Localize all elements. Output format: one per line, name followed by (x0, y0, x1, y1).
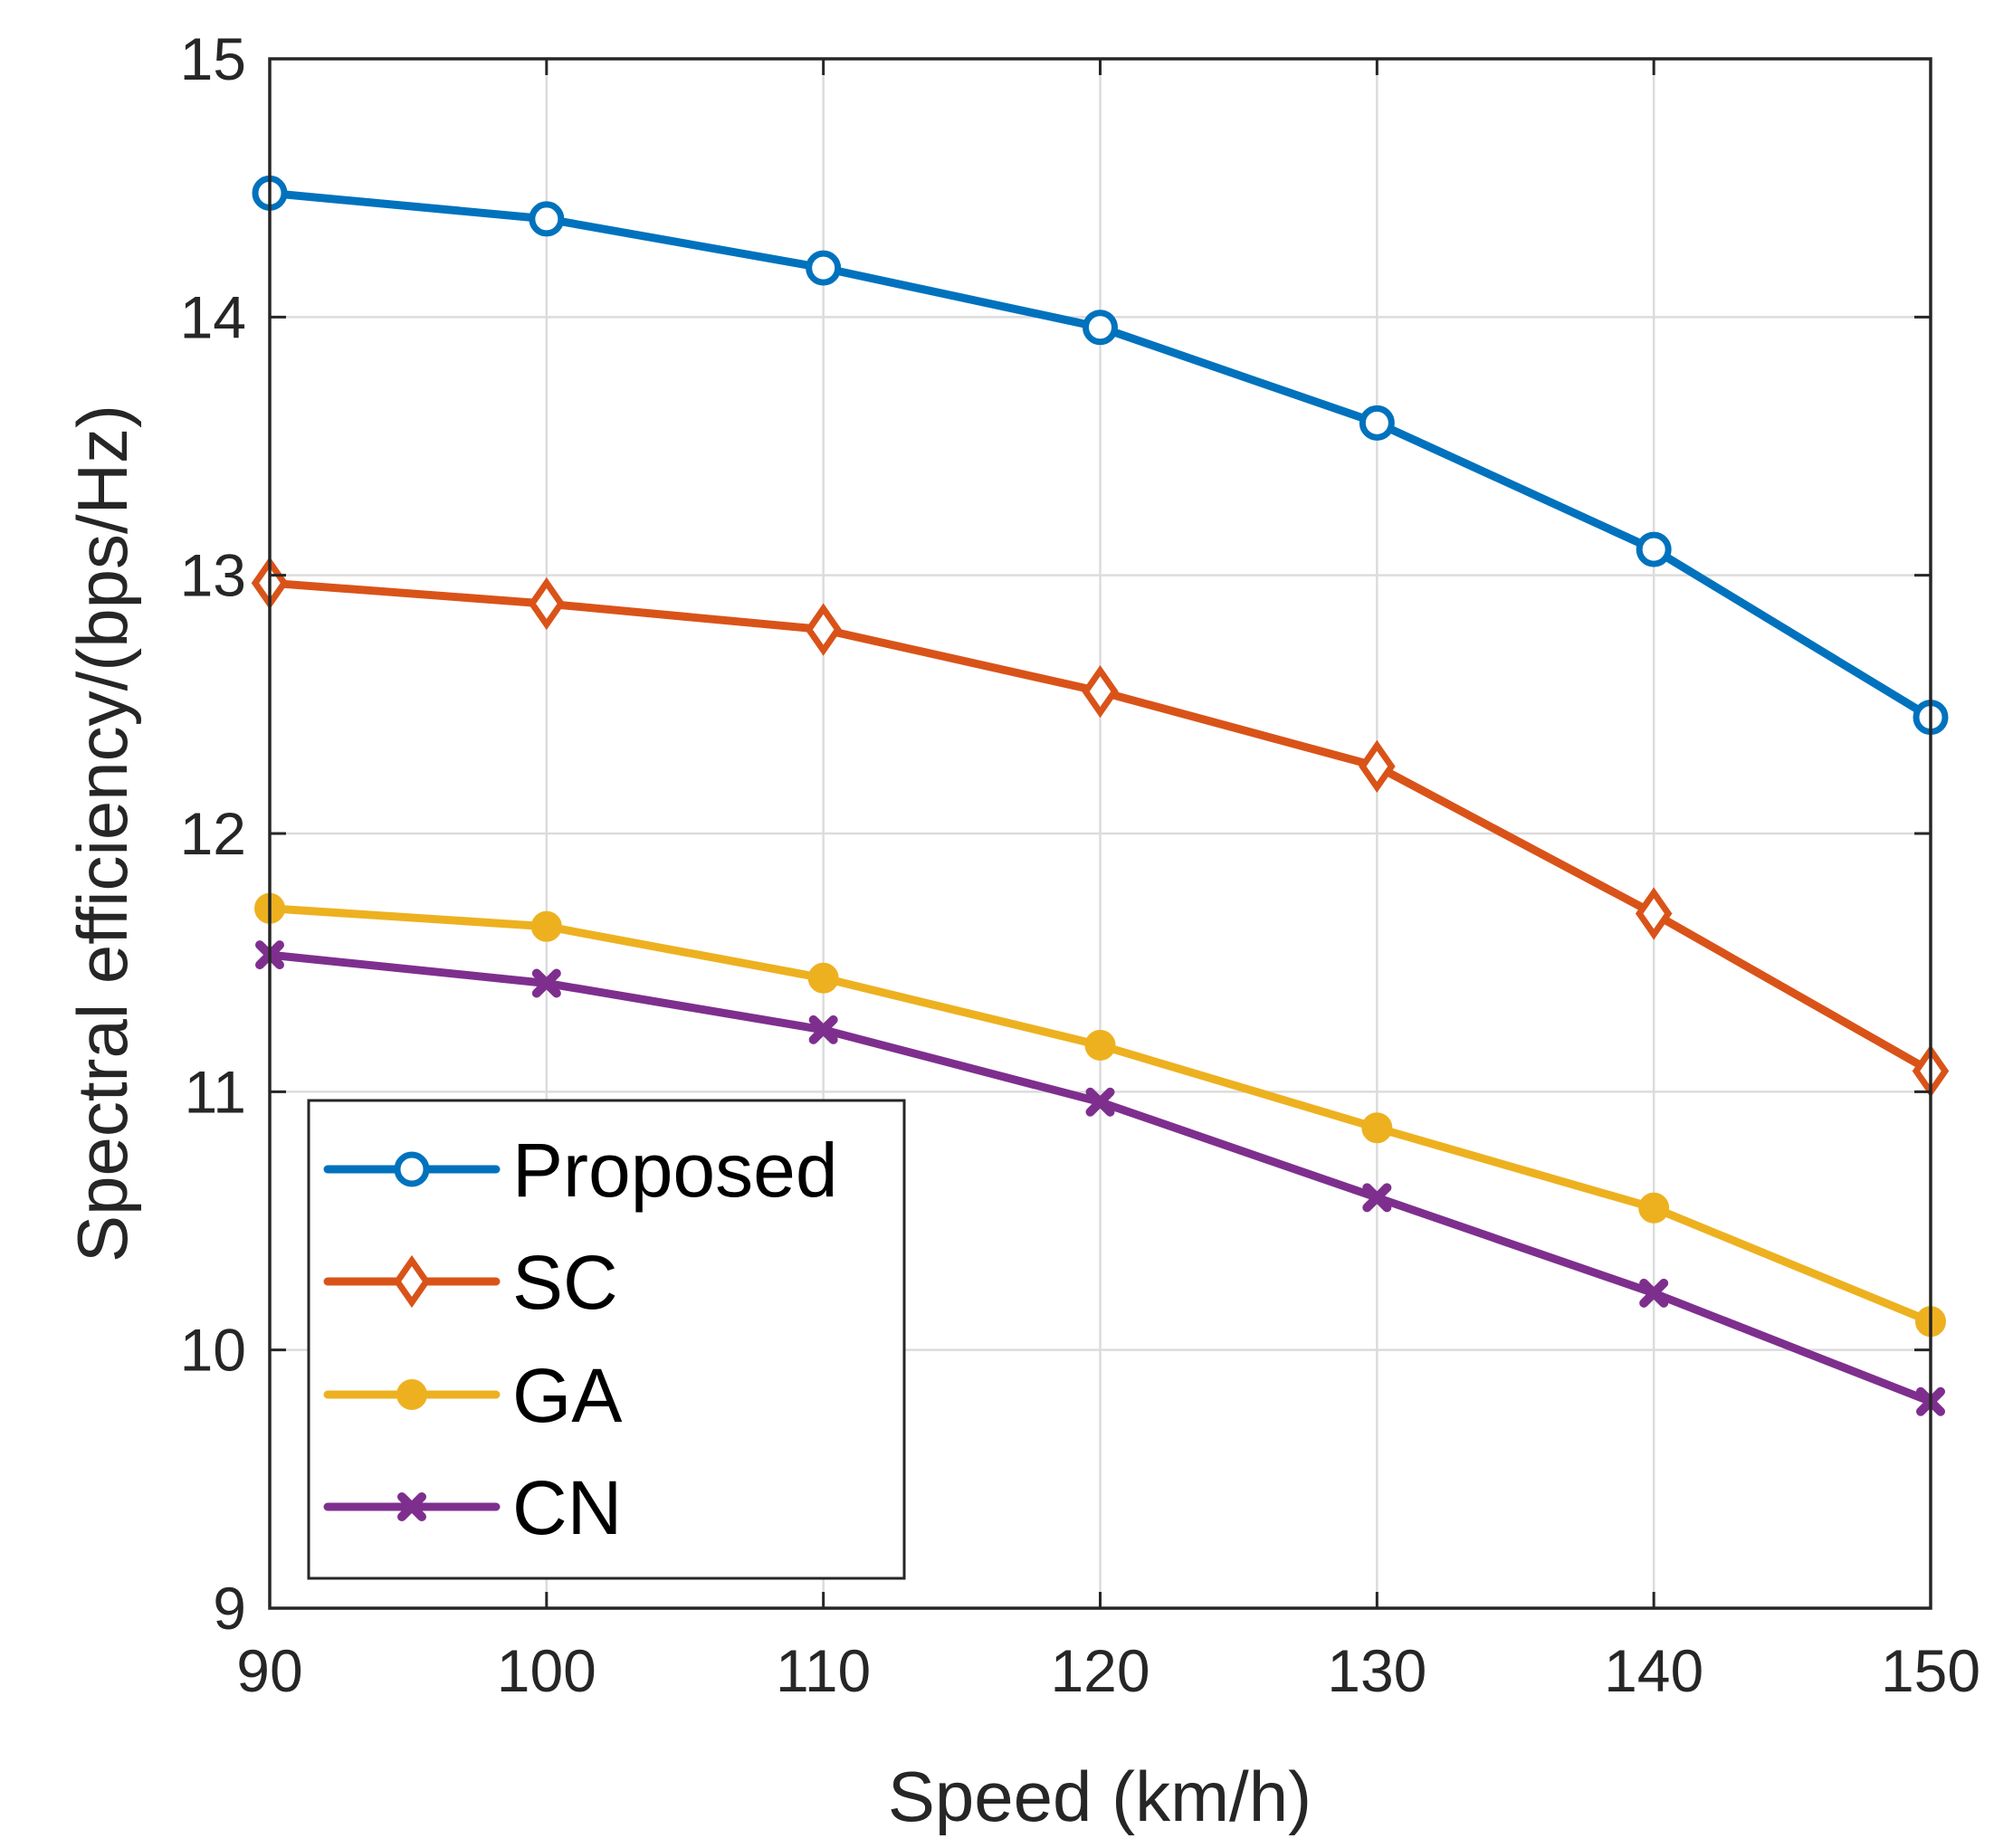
ticks (268, 57, 1932, 1610)
y-tick-label: 12 (180, 800, 246, 867)
data-point (1361, 1112, 1393, 1144)
x-tick-label: 110 (776, 1637, 871, 1704)
data-point (1635, 887, 1673, 940)
data-point (393, 1254, 431, 1309)
y-tick-label: 13 (180, 542, 246, 609)
data-point (1084, 1029, 1116, 1061)
data-point (1362, 1183, 1392, 1213)
data-point (528, 576, 566, 631)
data-point (1638, 1192, 1670, 1224)
legend: Proposed SC GA CN (307, 1099, 906, 1580)
y-tick-label: 9 (213, 1575, 246, 1642)
series-layer (251, 175, 1950, 1416)
data-point (529, 201, 565, 237)
data-point (1083, 310, 1118, 346)
y-tick-label: 14 (180, 283, 246, 350)
x-tick-label: 120 (1050, 1637, 1150, 1704)
x-axis-label: Speed (km/h) (888, 1757, 1312, 1836)
y-axis-label: Spectral efficiency/(bps/Hz) (62, 405, 142, 1262)
legend-entry-cn: CN (323, 1465, 622, 1550)
legend-label: SC (512, 1240, 618, 1325)
x-tick-label: 90 (236, 1637, 302, 1704)
data-point (396, 1379, 427, 1410)
y-tick-label: 10 (180, 1317, 246, 1384)
series-cn (255, 940, 1945, 1416)
legend-entry-sc: SC (323, 1240, 618, 1325)
data-point (808, 1014, 838, 1044)
y-tick-label: 11 (184, 1058, 246, 1125)
x-tick-labels: 90 100 110 120 130 140 150 (236, 1637, 1980, 1704)
x-tick-label: 140 (1604, 1637, 1703, 1704)
legend-label: GA (512, 1353, 622, 1438)
legend-label: Proposed (512, 1128, 838, 1213)
series-proposed (252, 175, 1949, 736)
x-tick-label: 150 (1881, 1637, 1980, 1704)
data-point (807, 962, 839, 994)
x-tick-label: 100 (497, 1637, 596, 1704)
y-tick-label: 15 (180, 25, 246, 92)
data-point (1085, 1087, 1115, 1117)
legend-entry-proposed: Proposed (323, 1128, 838, 1213)
data-point (531, 968, 561, 998)
data-point (805, 603, 842, 656)
y-tick-labels: 9 10 11 12 13 14 15 (180, 25, 246, 1642)
data-point (530, 910, 562, 942)
data-point (1359, 739, 1396, 793)
data-point (1359, 405, 1395, 441)
data-point (397, 1492, 426, 1521)
data-point (394, 1151, 430, 1187)
legend-label: CN (512, 1465, 622, 1550)
data-point (806, 250, 842, 286)
data-point (1082, 664, 1119, 719)
series-ga (254, 892, 1946, 1338)
legend-entry-ga: GA (323, 1353, 622, 1438)
data-point (1636, 531, 1672, 567)
data-point (1639, 1278, 1669, 1308)
x-tick-label: 130 (1327, 1637, 1426, 1704)
